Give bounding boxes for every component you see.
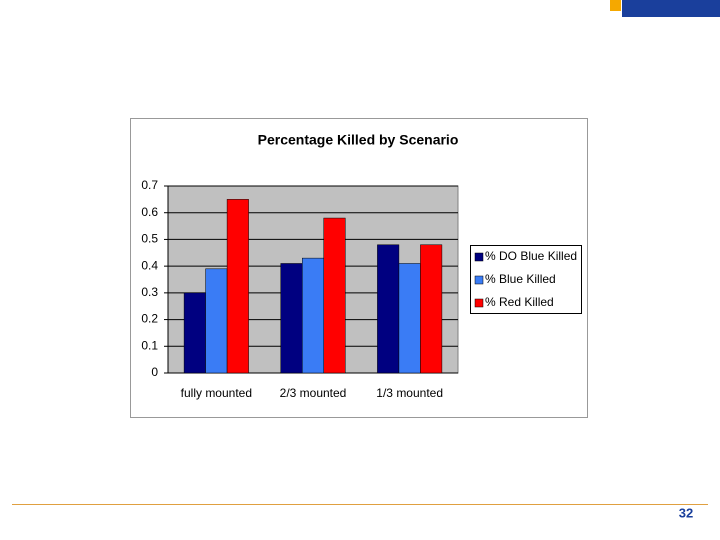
bar	[183, 292, 206, 374]
bar	[377, 244, 400, 374]
bar	[226, 199, 249, 374]
legend-swatch	[474, 275, 484, 285]
bar	[302, 257, 324, 374]
y-tick-label: 0.6	[141, 205, 158, 219]
y-tick-label: 0.1	[141, 338, 158, 352]
y-tick-label: 0.5	[141, 232, 158, 246]
x-tick-label: 1/3 mounted	[376, 386, 443, 400]
page-number: 32	[679, 505, 693, 520]
bar	[280, 263, 303, 374]
legend-label: % Red Killed	[485, 295, 554, 309]
chart-title: Percentage Killed by Scenario	[258, 132, 459, 148]
legend-swatch	[474, 298, 484, 308]
decor-bar	[622, 0, 720, 17]
legend-label: % DO Blue Killed	[485, 249, 577, 263]
y-tick-label: 0	[151, 365, 158, 379]
bar	[420, 244, 443, 374]
y-tick-label: 0.7	[141, 178, 158, 192]
x-tick-label: 2/3 mounted	[280, 386, 347, 400]
x-tick-label: fully mounted	[181, 386, 252, 400]
decor-square	[610, 0, 621, 11]
y-tick-label: 0.2	[141, 312, 158, 326]
bar	[323, 217, 346, 374]
legend-box	[470, 245, 582, 314]
legend-swatch	[474, 252, 484, 262]
y-tick-label: 0.3	[141, 285, 158, 299]
y-tick-label: 0.4	[141, 258, 158, 272]
bar	[398, 263, 421, 374]
bar	[205, 268, 228, 374]
legend-label: % Blue Killed	[485, 272, 556, 286]
